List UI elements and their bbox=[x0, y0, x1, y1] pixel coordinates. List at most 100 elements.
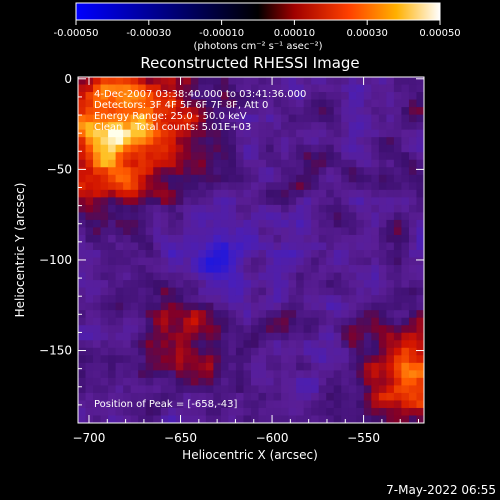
heatmap-cell bbox=[205, 340, 214, 349]
heatmap-cell bbox=[296, 144, 305, 153]
heatmap-cell bbox=[386, 265, 395, 274]
heatmap-cell bbox=[393, 114, 403, 123]
heatmap-cell bbox=[288, 332, 297, 341]
heatmap-cell bbox=[213, 204, 222, 213]
heatmap-cell bbox=[228, 84, 237, 93]
heatmap-cell bbox=[326, 219, 335, 229]
heatmap-cell bbox=[78, 212, 87, 221]
heatmap-cell bbox=[296, 129, 305, 138]
heatmap-cell bbox=[393, 310, 403, 319]
heatmap-cell bbox=[100, 234, 109, 244]
heatmap-cell bbox=[130, 250, 139, 259]
heatmap-cell bbox=[175, 167, 184, 176]
heatmap-cell bbox=[318, 310, 327, 319]
heatmap-cell bbox=[393, 122, 403, 131]
heatmap-cell bbox=[78, 129, 87, 138]
heatmap-cell bbox=[363, 400, 372, 409]
heatmap-cell bbox=[333, 392, 342, 402]
heatmap-cell bbox=[416, 280, 424, 289]
heatmap-cell bbox=[318, 144, 327, 153]
heatmap-cell bbox=[160, 272, 169, 281]
heatmap-cell bbox=[288, 392, 297, 402]
heatmap-cell bbox=[266, 265, 275, 274]
heatmap-cell bbox=[333, 234, 342, 244]
heatmap-cell bbox=[213, 355, 222, 364]
heatmap-cell bbox=[198, 377, 207, 386]
heatmap-cell bbox=[318, 122, 327, 131]
heatmap-cell bbox=[108, 92, 117, 101]
heatmap-cell bbox=[213, 122, 222, 131]
heatmap-cell bbox=[296, 377, 305, 386]
heatmap-cell bbox=[123, 234, 132, 244]
heatmap-cell bbox=[356, 377, 365, 386]
heatmap-cell bbox=[333, 317, 342, 326]
heatmap-cell bbox=[251, 377, 260, 386]
heatmap-cell bbox=[153, 99, 162, 108]
heatmap-cell bbox=[160, 265, 169, 274]
heatmap-cell bbox=[348, 347, 357, 356]
heatmap-cell bbox=[333, 287, 342, 296]
heatmap-cell bbox=[168, 182, 177, 191]
heatmap-cell bbox=[266, 280, 275, 289]
heatmap-cell bbox=[100, 242, 109, 251]
heatmap-cell bbox=[341, 272, 350, 281]
heatmap-cell bbox=[160, 242, 169, 251]
heatmap-cell bbox=[100, 347, 109, 356]
heatmap-cell bbox=[145, 400, 154, 409]
heatmap-cell bbox=[243, 242, 252, 251]
heatmap-cell bbox=[145, 234, 154, 244]
heatmap-cell bbox=[220, 107, 230, 116]
heatmap-cell bbox=[183, 152, 192, 161]
heatmap-cell bbox=[341, 407, 350, 417]
heatmap-cell bbox=[168, 340, 177, 349]
heatmap-cell bbox=[115, 265, 124, 274]
heatmap-cell bbox=[348, 325, 357, 334]
heatmap-cell bbox=[198, 77, 207, 86]
heatmap-cell bbox=[356, 407, 365, 417]
heatmap-cell bbox=[356, 295, 365, 304]
heatmap-cell bbox=[93, 212, 102, 221]
heatmap-cell bbox=[363, 317, 372, 326]
heatmap-cell bbox=[115, 415, 124, 423]
heatmap-cell bbox=[235, 77, 245, 86]
heatmap-cell bbox=[100, 302, 109, 311]
heatmap-cell bbox=[138, 242, 147, 251]
heatmap-cell bbox=[266, 287, 275, 296]
heatmap-cell bbox=[326, 257, 335, 266]
heatmap-cell bbox=[123, 122, 132, 131]
heatmap-cell bbox=[341, 137, 350, 146]
heatmap-cell bbox=[115, 280, 124, 289]
heatmap-cell bbox=[333, 114, 342, 123]
heatmap-cell bbox=[258, 99, 267, 108]
heatmap-cell bbox=[160, 122, 169, 131]
heatmap-cell bbox=[100, 295, 109, 304]
heatmap-cell bbox=[138, 114, 147, 123]
heatmap-cell bbox=[175, 347, 184, 356]
heatmap-cell bbox=[303, 347, 312, 356]
heatmap-cell bbox=[378, 310, 387, 319]
heatmap-cell bbox=[235, 212, 245, 221]
heatmap-cell bbox=[378, 107, 387, 116]
heatmap-cell bbox=[288, 189, 297, 198]
heatmap-cell bbox=[235, 114, 245, 123]
heatmap-cell bbox=[175, 122, 184, 131]
heatmap-cell bbox=[123, 189, 132, 198]
heatmap-cell bbox=[175, 99, 184, 108]
heatmap-cell bbox=[198, 227, 207, 236]
heatmap-cell bbox=[378, 212, 387, 221]
heatmap-cell bbox=[160, 174, 169, 183]
heatmap-cell bbox=[198, 340, 207, 349]
heatmap-cell bbox=[190, 340, 199, 349]
heatmap-cell bbox=[190, 234, 199, 244]
heatmap-cell bbox=[243, 227, 252, 236]
heatmap-cell bbox=[393, 415, 403, 423]
heatmap-cell bbox=[115, 174, 124, 183]
heatmap-cell bbox=[108, 159, 117, 168]
heatmap-cell bbox=[333, 152, 342, 161]
heatmap-cell bbox=[371, 92, 380, 101]
heatmap-cell bbox=[318, 362, 327, 371]
heatmap-cell bbox=[168, 250, 177, 259]
heatmap-cell bbox=[378, 257, 387, 266]
heatmap-cell bbox=[123, 347, 132, 356]
heatmap-cell bbox=[205, 250, 214, 259]
